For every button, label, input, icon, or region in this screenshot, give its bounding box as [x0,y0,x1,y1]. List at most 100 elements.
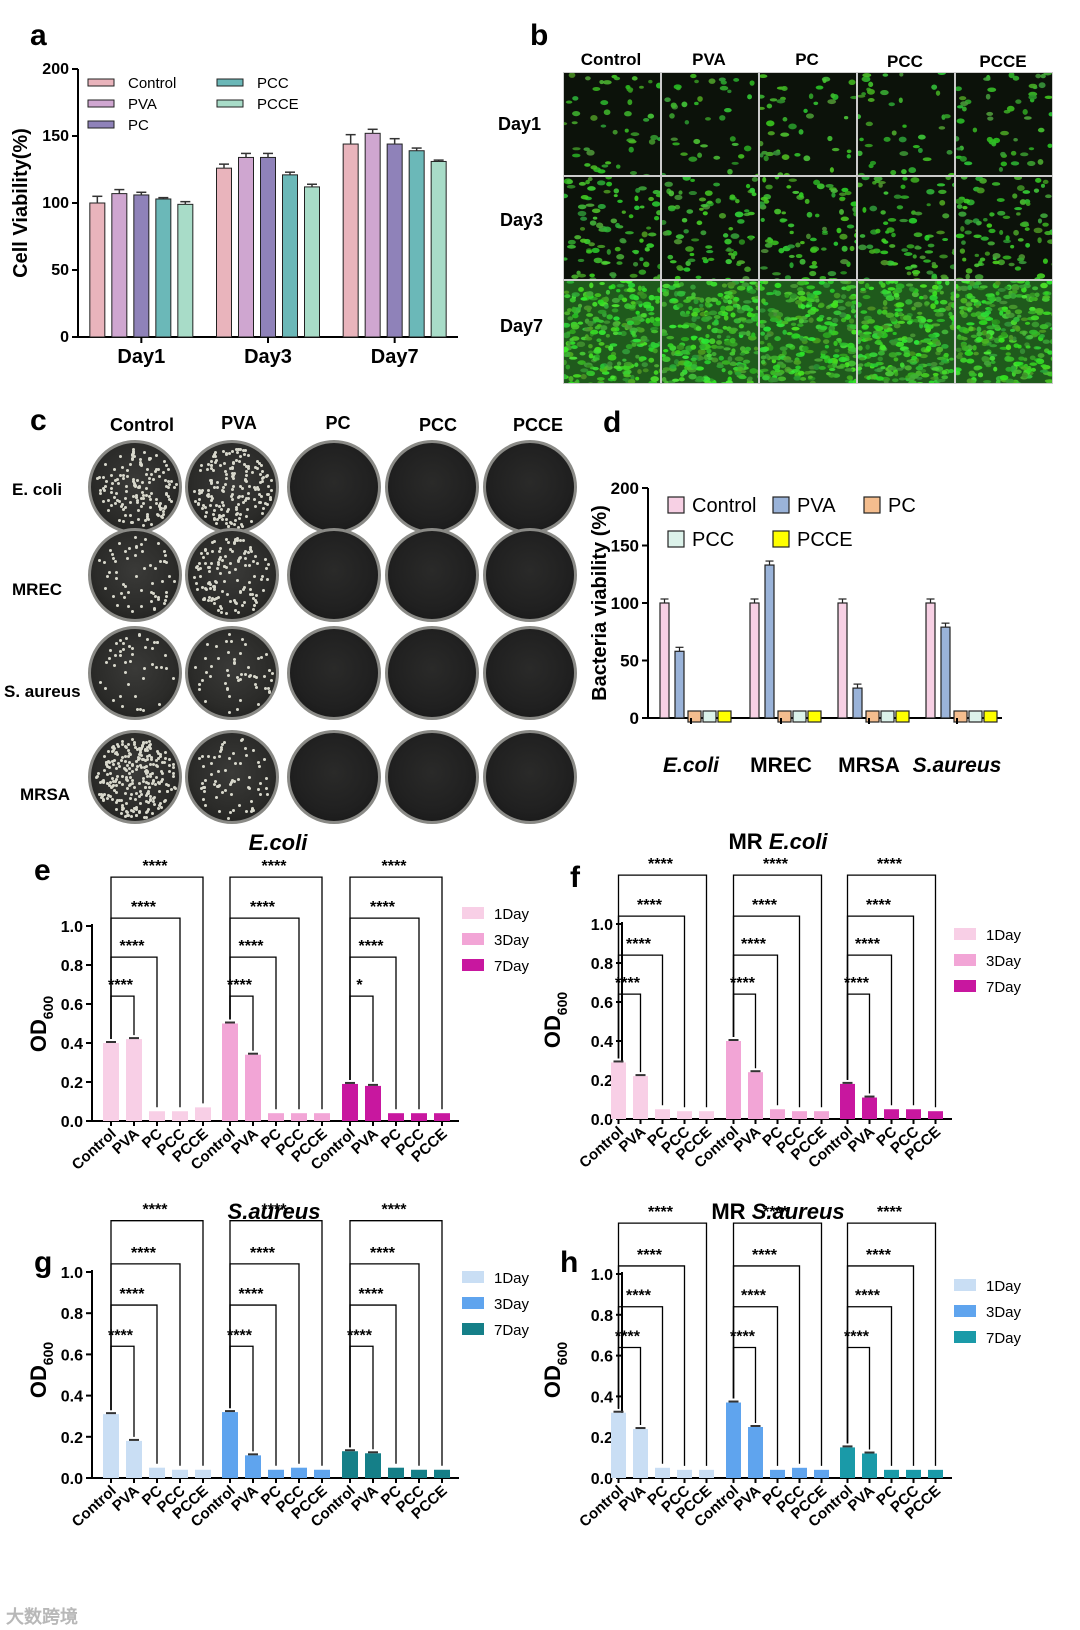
plate-col-pcce: PCCE [512,415,563,435]
fluorescence-image [563,72,661,176]
bar [792,1111,807,1119]
significance-bracket [732,874,823,1108]
bar [216,167,232,338]
bar [792,1467,807,1478]
significance-label: **** [637,897,663,914]
significance-label: **** [359,938,385,955]
y-tick-label: 0.0 [591,1471,613,1488]
x-tick-label: S.aureus [913,754,1002,777]
y-tick-label: 0 [630,709,639,728]
bar [238,156,254,338]
fluorescence-image [857,72,955,176]
plate-col-pcc: PCC [418,415,457,435]
bar [89,202,106,338]
y-tick-label: 0.2 [61,1075,83,1092]
significance-bracket [229,876,323,1110]
agar-plate [88,626,182,720]
bar [814,1111,829,1119]
bar [611,1412,626,1478]
fluor-col-pcc: PCC [887,52,923,71]
agar-plate [287,528,381,622]
legend-label: 7Day [494,958,530,975]
y-tick-label: 0.4 [61,1036,83,1053]
significance-label: **** [370,899,396,916]
bar [674,650,685,719]
bar [687,710,702,723]
significance-label: **** [752,897,778,914]
agar-plate [385,626,479,720]
bar [633,1076,648,1119]
bar [895,710,910,723]
bar [807,710,822,723]
y-tick-label: 200 [42,61,69,78]
y-tick-label: 100 [611,594,639,613]
significance-bracket [349,1220,443,1466]
x-tick-label: MRSA [838,754,900,777]
chart-a-cell-viability: 0 50 100 150 200 Cell Viability(%) Day1 Day3 Day… [10,61,458,368]
agar-plate [185,440,279,534]
bar [195,1469,211,1478]
bar [968,710,983,723]
bar [245,1054,261,1121]
legend-swatch [462,933,484,945]
y-axis-title: OD600 [540,1342,570,1399]
bar [983,710,998,723]
bar [792,710,807,723]
significance-label: **** [120,1286,146,1303]
bar [862,1453,877,1478]
bar [411,1469,427,1478]
bar [717,710,732,723]
y-tick-label: 150 [42,128,69,145]
agar-plate [88,528,182,622]
y-tick-label: 50 [51,262,69,279]
significance-label: **** [131,899,157,916]
bar [434,1469,450,1478]
bar [906,1469,921,1478]
legend-label: 1Day [494,1270,530,1287]
fluor-col-pva: PVA [692,50,726,69]
bar [764,564,775,719]
y-tick-label: 0.0 [591,1112,613,1129]
plate-col-control: Control [110,415,174,435]
plate-row-mrsa: MRSA [20,785,71,804]
bar [388,1467,404,1478]
panel-label-b: b [530,19,548,52]
bar [126,1440,142,1478]
significance-bracket [846,1346,871,1450]
legend-swatch [667,496,685,514]
fluor-row-day3: Day3 [500,210,544,230]
bar [365,1085,381,1121]
y-tick-label: 0.4 [61,1389,83,1406]
bar [133,194,150,338]
y-tick-label: 1.0 [61,1265,83,1282]
significance-label: **** [239,938,265,955]
significance-label: **** [131,1245,157,1262]
x-tick-label: PVA [845,1123,879,1156]
legend-label: PCCE [257,96,299,113]
significance-bracket [846,993,871,1094]
agar-plate [385,730,479,824]
bar [195,1107,211,1121]
significance-label: **** [143,858,169,875]
bar [411,1113,427,1121]
y-tick-label: 200 [611,479,639,498]
plate-col-pva: PVA [221,413,257,433]
bar [291,1113,307,1121]
significance-label: **** [763,1204,789,1221]
y-tick-label: 0 [60,329,69,346]
bar [865,710,880,723]
legend-swatch [954,1279,976,1291]
significance-bracket [846,874,937,1108]
x-tick-label: PVA [348,1482,382,1515]
significance-bracket [229,1220,323,1466]
x-tick-label: MREC [750,754,812,777]
significance-label: **** [382,858,408,875]
legend-swatch [462,1271,484,1283]
legend-label: 3Day [494,932,530,949]
legend-swatch [863,496,881,514]
legend-label: PVA [128,96,157,113]
fluorescence-image [661,280,759,384]
watermark-text: 大数跨境 [6,1607,78,1627]
y-tick-label: 50 [620,652,639,671]
